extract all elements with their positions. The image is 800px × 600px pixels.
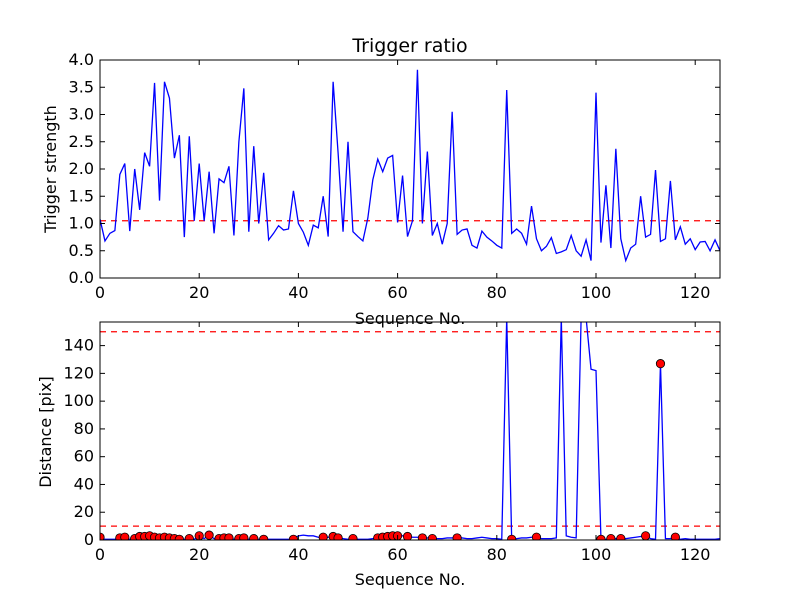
y-tick-label: 60 <box>74 447 94 466</box>
x-axis-label: Sequence No. <box>355 309 466 328</box>
plot-area <box>100 322 720 540</box>
x-tick-label: 40 <box>288 283 308 302</box>
series-line <box>100 322 720 540</box>
data-point <box>655 359 666 369</box>
x-tick-label: 0 <box>95 283 105 302</box>
distance-panel: Distance [pix] Sequence No. 0 20 40 60 80 100… <box>36 321 721 589</box>
data-point <box>402 531 413 540</box>
data-point <box>616 534 626 540</box>
axes-frame <box>99 59 721 279</box>
x-tick-label: 40 <box>288 545 308 564</box>
data-point <box>452 533 462 540</box>
data-point <box>348 534 358 540</box>
x-tick-label: 80 <box>487 545 507 564</box>
y-tick-label: 100 <box>63 391 94 410</box>
data-point <box>318 532 328 540</box>
y-axis-label: Distance [pix] <box>36 376 55 488</box>
x-tick-label: 120 <box>680 545 711 564</box>
y-tick-label: 140 <box>63 336 94 355</box>
x-tick-label: 60 <box>387 545 407 564</box>
data-point <box>259 534 269 540</box>
y-tick-label: 4.0 <box>69 50 94 69</box>
data-point <box>224 533 234 540</box>
data-point <box>288 534 299 540</box>
y-tick-label: 3.5 <box>69 77 94 96</box>
x-tick-label: 20 <box>189 283 209 302</box>
x-tick-label: 100 <box>581 545 612 564</box>
data-point <box>249 534 259 540</box>
data-point <box>670 532 680 540</box>
data-point <box>531 532 542 540</box>
x-tick-label: 20 <box>189 545 209 564</box>
x-tick-label: 100 <box>581 283 612 302</box>
axes-frame <box>99 321 721 541</box>
data-point <box>239 533 249 540</box>
y-tick-label: 1.5 <box>69 186 94 205</box>
data-point <box>204 530 214 540</box>
chart-title: Trigger ratio <box>351 35 467 57</box>
y-tick-label: 2.5 <box>69 132 94 151</box>
data-point <box>174 534 184 540</box>
y-tick-label: 20 <box>74 502 94 521</box>
data-point <box>641 531 651 540</box>
y-tick-label: 0.5 <box>69 241 94 260</box>
data-point <box>596 534 606 540</box>
y-tick-label: 0.0 <box>69 268 94 287</box>
x-tick-label: 80 <box>487 283 507 302</box>
trigger-ratio-panel: Trigger ratio Trigger strength Sequence … <box>41 35 721 328</box>
y-tick-label: 0 <box>84 530 94 549</box>
series-line <box>100 69 720 263</box>
x-tick-label: 120 <box>680 283 711 302</box>
data-point <box>184 534 194 540</box>
data-point <box>606 534 616 540</box>
y-tick-label: 80 <box>74 419 94 438</box>
x-axis-label: Sequence No. <box>355 570 466 589</box>
data-point <box>507 534 517 540</box>
data-point <box>417 533 427 540</box>
y-tick-label: 3.0 <box>69 105 94 124</box>
x-tick-label: 60 <box>387 283 407 302</box>
y-tick-label: 2.0 <box>69 159 94 178</box>
y-axis-label: Trigger strength <box>41 105 60 234</box>
data-point <box>333 533 343 540</box>
y-tick-label: 40 <box>74 474 94 493</box>
y-tick-label: 120 <box>63 363 94 382</box>
y-tick-label: 1.0 <box>69 214 94 233</box>
data-point <box>427 534 437 540</box>
x-tick-label: 0 <box>95 545 105 564</box>
plot-area <box>100 69 720 263</box>
data-point <box>120 532 130 540</box>
